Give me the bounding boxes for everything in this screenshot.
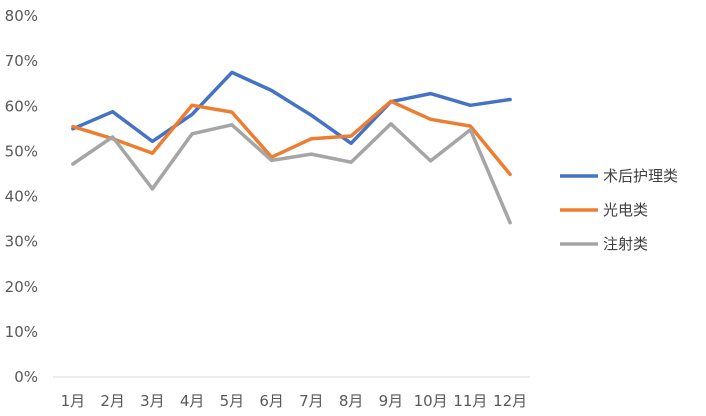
y-tick-label: 0% bbox=[14, 368, 38, 386]
legend-label-3: 注射类 bbox=[603, 235, 648, 253]
x-tick-label: 11月 bbox=[453, 392, 487, 410]
legend-label-1: 术后护理类 bbox=[603, 167, 678, 185]
y-tick-label: 70% bbox=[5, 52, 38, 70]
y-tick-label: 80% bbox=[5, 7, 38, 25]
x-axis-ticks: 1月 2月 3月 4月 5月 6月 7月 8月 9月 10月 11月 12月 bbox=[61, 392, 528, 410]
y-tick-label: 50% bbox=[5, 142, 38, 160]
series-line-1 bbox=[71, 70, 512, 146]
y-tick-label: 30% bbox=[5, 233, 38, 251]
x-tick-label: 10月 bbox=[414, 392, 448, 410]
y-tick-label: 20% bbox=[5, 278, 38, 296]
series-lines bbox=[71, 70, 512, 225]
y-tick-label: 40% bbox=[5, 188, 38, 206]
x-tick-label: 5月 bbox=[220, 392, 245, 410]
x-tick-label: 12月 bbox=[493, 392, 527, 410]
x-tick-label: 1月 bbox=[61, 392, 86, 410]
x-tick-label: 4月 bbox=[180, 392, 205, 410]
x-tick-label: 3月 bbox=[140, 392, 165, 410]
y-axis-ticks: 0% 10% 20% 30% 40% 50% 60% 70% 80% bbox=[5, 7, 38, 386]
x-tick-label: 9月 bbox=[379, 392, 404, 410]
x-tick-label: 7月 bbox=[299, 392, 324, 410]
x-tick-label: 6月 bbox=[259, 392, 284, 410]
series-line-3 bbox=[71, 122, 512, 225]
x-tick-label: 2月 bbox=[100, 392, 125, 410]
legend-label-2: 光电类 bbox=[603, 201, 648, 219]
x-tick-label: 8月 bbox=[339, 392, 364, 410]
y-tick-label: 60% bbox=[5, 97, 38, 115]
y-tick-label: 10% bbox=[5, 323, 38, 341]
series-line-2 bbox=[71, 99, 512, 177]
